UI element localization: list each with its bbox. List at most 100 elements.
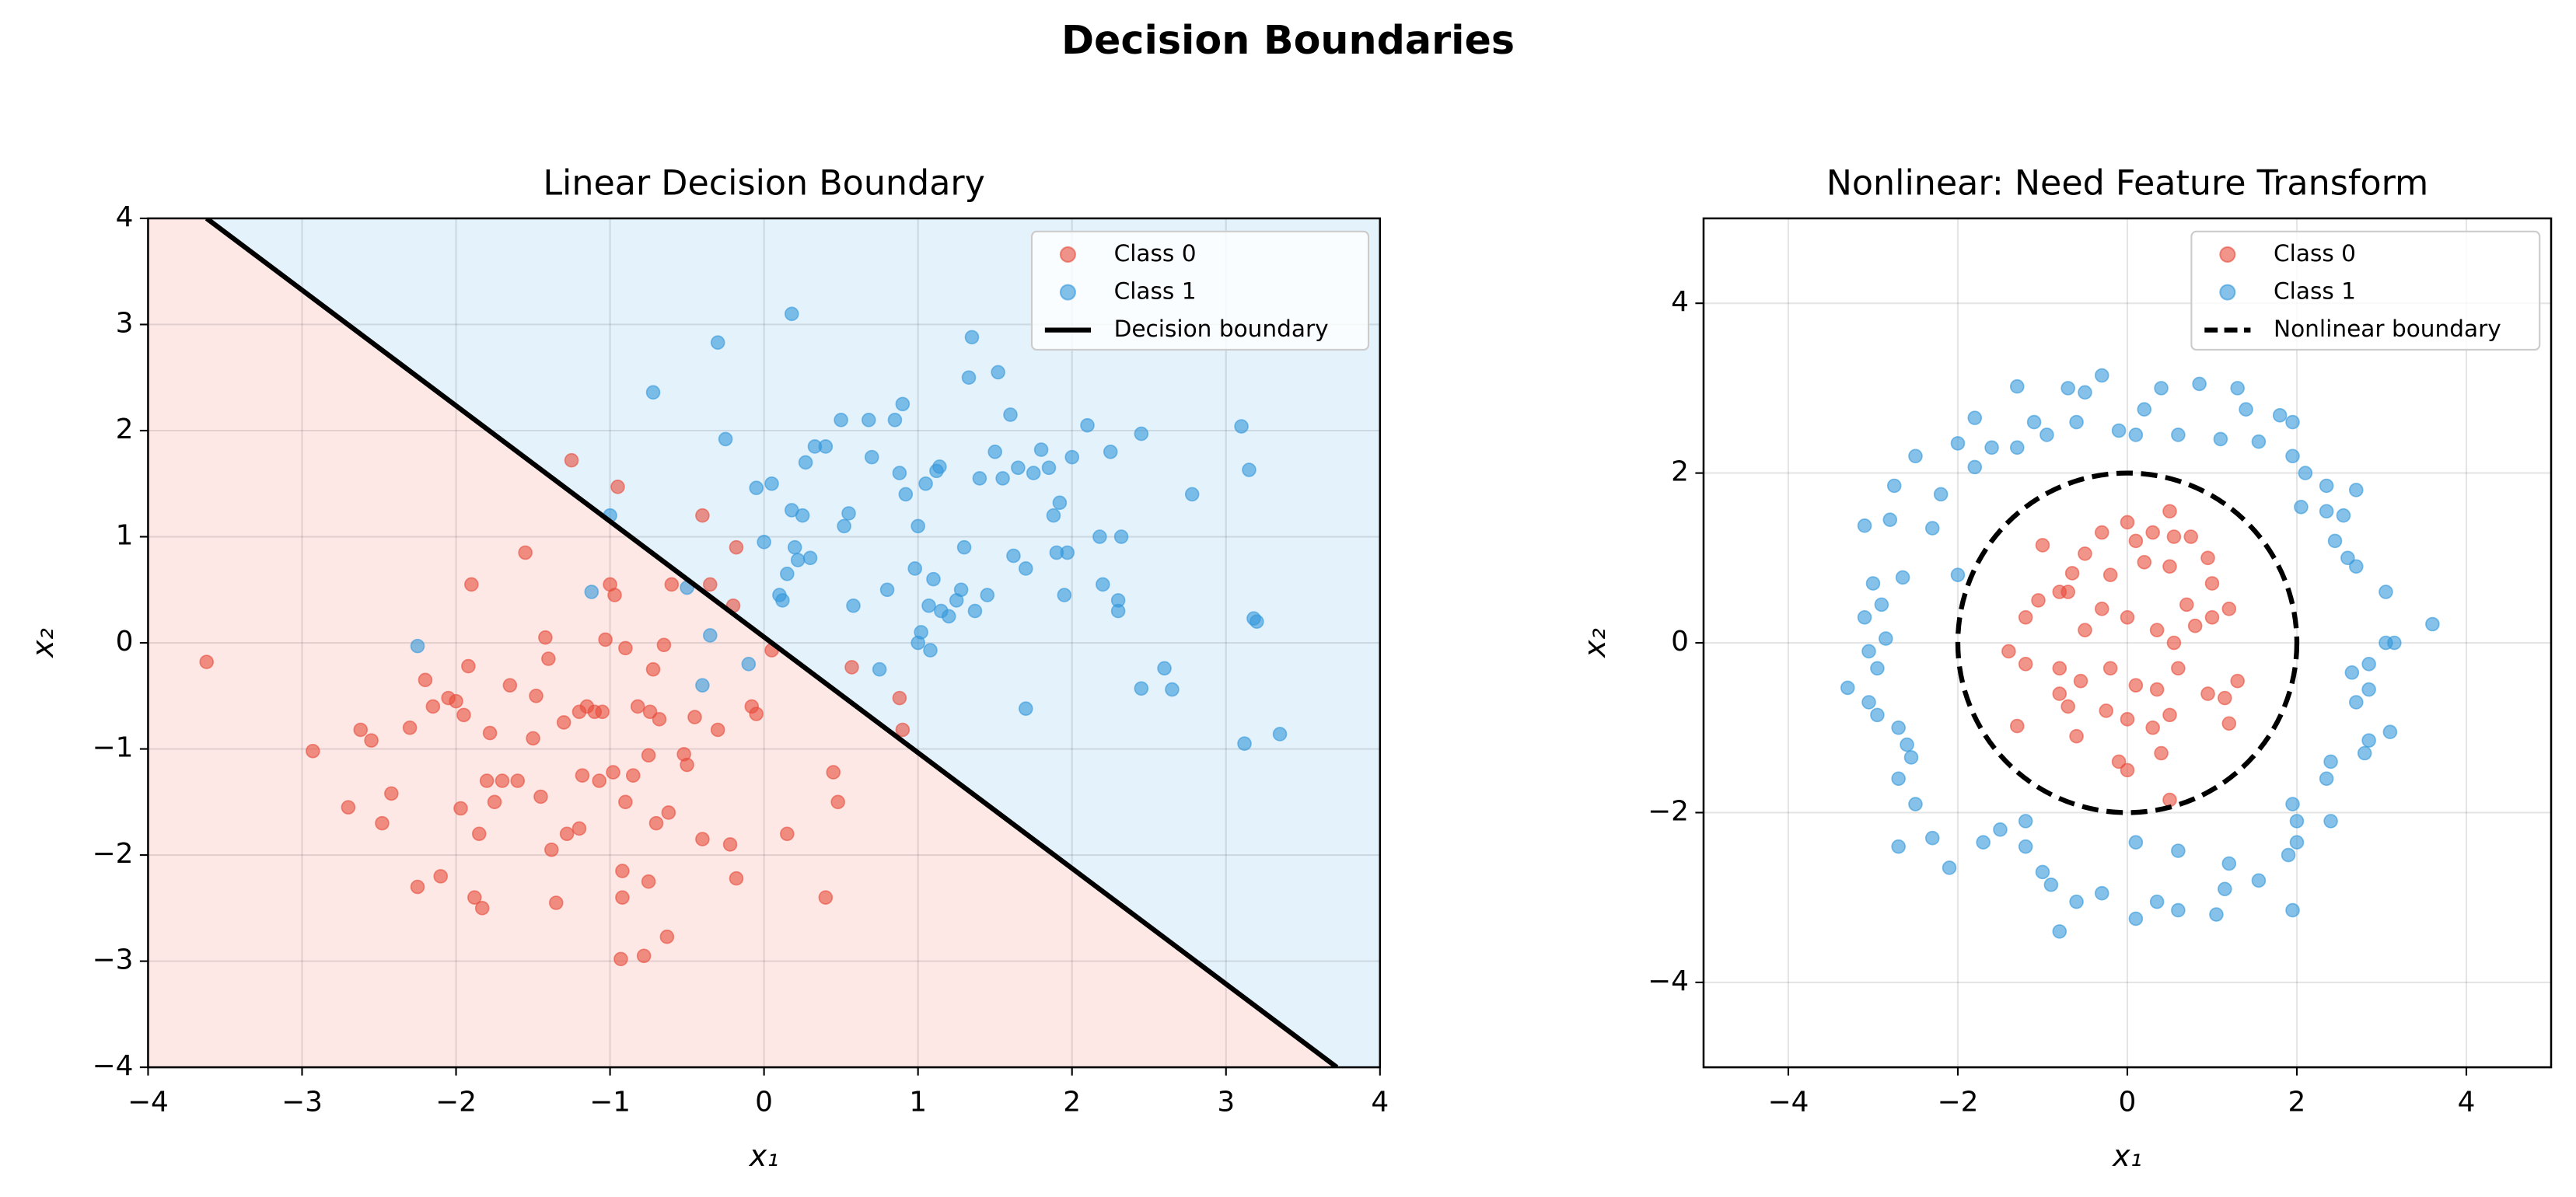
point	[680, 757, 694, 773]
point	[2272, 408, 2288, 423]
point	[2009, 440, 2025, 455]
point	[1052, 495, 1068, 511]
point	[2319, 478, 2334, 494]
point	[2120, 763, 2135, 778]
point	[956, 539, 972, 555]
point	[2099, 703, 2114, 718]
point	[2094, 602, 2109, 616]
point	[1019, 561, 1033, 576]
point	[1242, 462, 1257, 477]
point	[518, 545, 533, 560]
point	[2052, 924, 2067, 939]
legend-label: Nonlinear boundary	[2274, 316, 2501, 342]
point	[695, 508, 710, 523]
point	[575, 768, 590, 783]
point	[384, 786, 399, 801]
point	[1865, 576, 1881, 591]
point	[941, 609, 956, 624]
point	[1026, 466, 1041, 480]
point	[2171, 661, 2186, 676]
point	[453, 801, 468, 816]
point	[2336, 508, 2351, 523]
point	[2009, 718, 2025, 734]
point	[2213, 431, 2228, 447]
point	[1874, 597, 1889, 612]
point	[661, 805, 676, 820]
point	[645, 385, 661, 400]
point	[648, 815, 664, 831]
point	[802, 550, 818, 566]
point	[2348, 483, 2364, 497]
point	[2344, 665, 2360, 680]
point	[1967, 410, 1983, 425]
point	[2069, 894, 2084, 909]
point	[2094, 368, 2109, 383]
point	[618, 794, 633, 810]
point	[2018, 814, 2033, 829]
point	[830, 794, 845, 810]
point	[703, 628, 718, 643]
point	[559, 826, 575, 842]
point	[618, 640, 633, 656]
point	[544, 842, 559, 857]
x-tick-label: 0	[2119, 1087, 2137, 1118]
point	[2179, 597, 2194, 612]
point	[980, 588, 995, 602]
point	[2111, 423, 2127, 438]
point	[718, 431, 733, 447]
point	[464, 577, 479, 592]
point	[1967, 459, 1983, 475]
x-tick-label: 2	[2288, 1087, 2306, 1118]
point	[2361, 733, 2376, 748]
x-tick-label: 1	[909, 1087, 927, 1118]
point	[787, 539, 802, 555]
point	[1113, 529, 1129, 544]
point	[710, 722, 725, 738]
point	[2221, 856, 2237, 871]
point	[2379, 585, 2393, 599]
point	[2009, 379, 2025, 394]
point	[1984, 440, 1999, 455]
point	[818, 890, 834, 905]
point	[2035, 864, 2050, 880]
point	[1165, 682, 1180, 697]
legend-marker	[1059, 284, 1076, 301]
point	[1057, 588, 1072, 602]
y-axis-label: x₂	[26, 628, 60, 658]
point	[1976, 835, 1991, 850]
point	[914, 625, 928, 640]
point	[2078, 385, 2092, 400]
point	[987, 445, 1002, 459]
point	[757, 535, 771, 550]
point	[2209, 907, 2224, 922]
point	[2166, 635, 2182, 651]
legend-box	[2190, 230, 2541, 351]
point	[1861, 644, 1876, 659]
point	[2001, 644, 2016, 659]
point	[2145, 525, 2160, 540]
x-axis-label: x₁	[749, 1139, 779, 1173]
point	[2171, 902, 2186, 918]
y-tick-label: −4	[1648, 965, 1689, 997]
subplot: −4 −2 0 2 4 −4 −2 0 2 4 Nonlinear: Need Feature Tr…	[1578, 164, 2553, 1173]
point	[864, 449, 879, 465]
legend-label: Class 0	[2274, 240, 2356, 267]
point	[474, 901, 490, 916]
point	[879, 582, 895, 598]
point	[1033, 442, 1049, 457]
point	[1895, 570, 1910, 585]
point	[861, 413, 876, 428]
point	[548, 895, 564, 910]
point	[556, 715, 571, 730]
point	[410, 638, 425, 654]
point	[1924, 521, 1940, 536]
point	[2094, 885, 2109, 901]
point	[2230, 673, 2245, 689]
point	[584, 585, 599, 599]
point	[2348, 559, 2364, 574]
point	[425, 699, 441, 714]
point	[953, 582, 969, 598]
point	[1882, 512, 1898, 527]
y-tick-label: −4	[92, 1050, 133, 1082]
